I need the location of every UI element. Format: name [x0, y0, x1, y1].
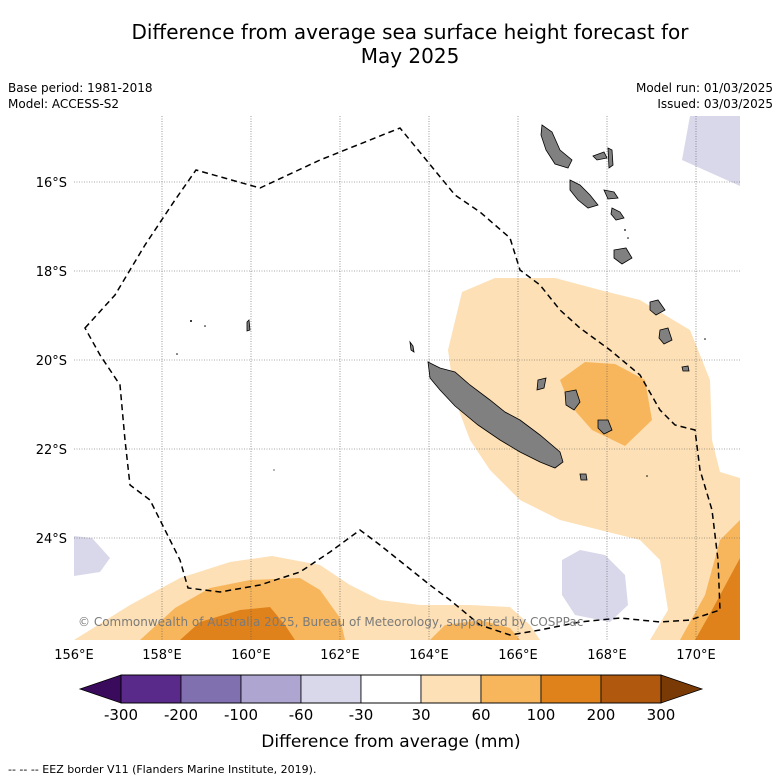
colorbar-tick-labels: -300 -200 -100 -60 -30 30 60 100 200 300 — [104, 706, 675, 724]
issued-date: Issued: 03/03/2025 — [657, 97, 773, 111]
lon-label-162e: 162°E — [320, 648, 360, 663]
base-period: Base period: 1981-2018 — [8, 81, 153, 95]
lat-label-22s: 22°S — [36, 443, 67, 458]
lon-label-166e: 166°E — [498, 648, 538, 663]
land-island-east-2 — [681, 365, 690, 372]
land-loyalty-ouvea — [536, 377, 547, 391]
land-loyalty-lifou — [564, 389, 581, 411]
longitude-labels: 156°E 158°E 160°E 162°E 164°E 166°E 168°… — [54, 648, 716, 663]
small-islets — [176, 229, 706, 477]
land-vanuatu-espiritu-santo — [540, 124, 573, 169]
colorbar-tick: 300 — [647, 706, 676, 724]
anomaly-pos-southeast-100 — [695, 558, 740, 640]
colorbar-outline — [120, 674, 662, 704]
anomaly-pos-central-core — [560, 362, 652, 446]
land-vanuatu-efate — [603, 189, 619, 200]
colorbar-tick: -30 — [349, 706, 374, 724]
copyright-text: © Commonwealth of Australia 2025, Bureau… — [78, 615, 583, 629]
colorbar-cell — [120, 674, 182, 704]
colorbar-tick: -200 — [164, 706, 198, 724]
colorbar-tick: 200 — [587, 706, 616, 724]
colorbar-cell — [180, 674, 242, 704]
anomaly-pos-south-60 — [140, 578, 345, 640]
colorbar-tick: 100 — [527, 706, 556, 724]
colorbar-cell — [240, 674, 302, 704]
lon-label-170e: 170°E — [676, 648, 716, 663]
land-vanuatu-pentecost — [607, 147, 614, 169]
colorbar-tick: 60 — [471, 706, 490, 724]
land-matthew-hunter — [649, 299, 666, 316]
anomaly-pos-central — [448, 278, 740, 640]
land-island-east-1 — [658, 327, 673, 345]
colorbar-label: Difference from average (mm) — [261, 732, 520, 752]
anomaly-neg-southwest — [74, 536, 110, 576]
anomaly-neg-northeast — [682, 116, 740, 186]
model-name: Model: ACCESS-S2 — [8, 97, 120, 111]
land-vanuatu-tanna — [613, 247, 633, 265]
lat-label-20s: 20°S — [36, 354, 67, 369]
colorbar-tick: -60 — [289, 706, 314, 724]
lat-label-18s: 18°S — [36, 265, 67, 280]
colorbar-cell — [360, 674, 422, 704]
title-line-1: Difference from average sea surface heig… — [131, 20, 689, 44]
colorbar: -300 -200 -100 -60 -30 30 60 100 200 300… — [78, 674, 704, 752]
colorbar-tick: -300 — [104, 706, 138, 724]
land-belep-islands — [409, 340, 415, 353]
map-title: Difference from average sea surface heig… — [60, 20, 760, 68]
colorbar-extend-low — [78, 674, 122, 704]
anomaly-neg-south-central — [562, 550, 628, 622]
colorbar-cell — [540, 674, 602, 704]
lon-label-164e: 164°E — [409, 648, 449, 663]
land-chesterfield-reef — [246, 319, 251, 332]
colorbar-cell — [480, 674, 542, 704]
latitude-labels: 16°S 18°S 20°S 22°S 24°S — [36, 176, 67, 547]
land-loyalty-mare — [597, 419, 613, 435]
lon-label-168e: 168°E — [587, 648, 627, 663]
lon-label-156e: 156°E — [54, 648, 94, 663]
lat-label-16s: 16°S — [36, 176, 67, 191]
meta-left: Base period: 1981-2018 Model: ACCESS-S2 — [8, 80, 153, 112]
colorbar-cell — [420, 674, 482, 704]
land-vanuatu-ambrym — [592, 151, 608, 161]
land-isle-of-pines — [579, 473, 588, 481]
colorbar-extend-high — [660, 674, 704, 704]
eez-border — [84, 127, 721, 636]
land-vanuatu-erromango — [610, 207, 625, 221]
land-masses — [246, 124, 690, 481]
colorbar-tick: 30 — [411, 706, 430, 724]
land-vanuatu-malekula — [569, 179, 599, 209]
gridlines — [74, 116, 740, 640]
model-run: Model run: 01/03/2025 — [635, 81, 773, 95]
lon-label-160e: 160°E — [231, 648, 271, 663]
lat-label-24s: 24°S — [36, 532, 67, 547]
colorbar-tick: -100 — [224, 706, 258, 724]
lon-label-158e: 158°E — [142, 648, 182, 663]
land-new-caledonia — [427, 361, 564, 469]
eez-footnote: -- -- -- EEZ border V11 (Flanders Marine… — [8, 763, 317, 776]
anomaly-pos-south-60b — [430, 620, 520, 640]
meta-right: Model run: 01/03/2025 Issued: 03/03/2025 — [636, 80, 773, 112]
anomaly-pos-south-100 — [180, 607, 295, 640]
colorbar-cell — [600, 674, 662, 704]
map-area: © Commonwealth of Australia 2025, Bureau… — [74, 116, 740, 640]
colorbar-cell — [300, 674, 362, 704]
title-line-2: May 2025 — [360, 44, 460, 68]
colorbar-cells — [120, 674, 662, 704]
